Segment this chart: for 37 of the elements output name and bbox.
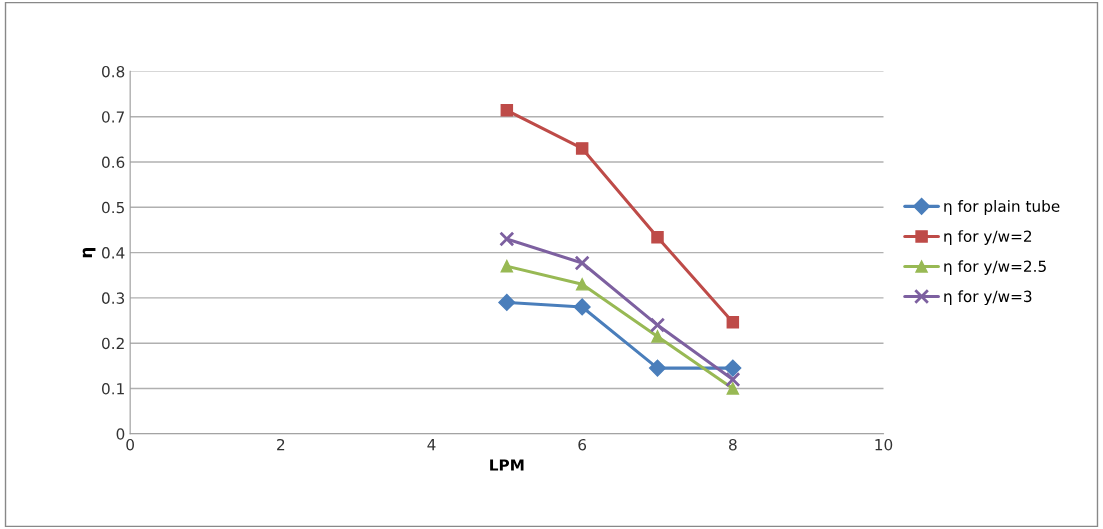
point — [648, 359, 667, 377]
x-tick-label: 6 — [578, 438, 587, 451]
point — [651, 230, 664, 244]
point — [651, 330, 664, 343]
point — [500, 104, 514, 117]
point — [575, 278, 589, 291]
point — [499, 231, 515, 247]
y-tick-label: 0.7 — [102, 111, 124, 123]
point — [649, 317, 666, 333]
y-tick-label: 0 — [116, 428, 125, 440]
point — [573, 298, 591, 316]
legend-label: η for y/w=2.5 — [944, 260, 1046, 276]
point — [498, 293, 516, 311]
x-tick-label: 0 — [126, 438, 134, 451]
point — [724, 359, 742, 377]
y-tick-label: 0.6 — [102, 156, 125, 169]
x-tick-label: 4 — [427, 439, 436, 451]
point — [574, 255, 590, 271]
legend-label: η for y/w=2 — [944, 230, 1032, 245]
y-tick-label: 0.5 — [102, 201, 124, 214]
x-tick-label: 8 — [729, 438, 737, 451]
point — [726, 316, 740, 329]
y-tick-label: 0.4 — [102, 247, 125, 259]
x-tick-label: 2 — [277, 438, 285, 451]
y-tick-label: 0.8 — [102, 65, 125, 78]
x-tick-label: 10 — [875, 438, 893, 451]
point — [500, 259, 514, 273]
y-tick-label: 0.1 — [102, 382, 124, 395]
legend-label: η for plain tube — [944, 200, 1060, 215]
y-tick-label: 0.2 — [102, 337, 124, 350]
point — [575, 142, 589, 155]
point — [726, 382, 740, 395]
x-axis-title: LPM — [490, 459, 524, 471]
y-axis-title: η — [82, 247, 96, 258]
point — [725, 371, 741, 388]
legend-label: η for y/w=3 — [944, 290, 1032, 306]
y-tick-label: 0.3 — [102, 292, 125, 304]
